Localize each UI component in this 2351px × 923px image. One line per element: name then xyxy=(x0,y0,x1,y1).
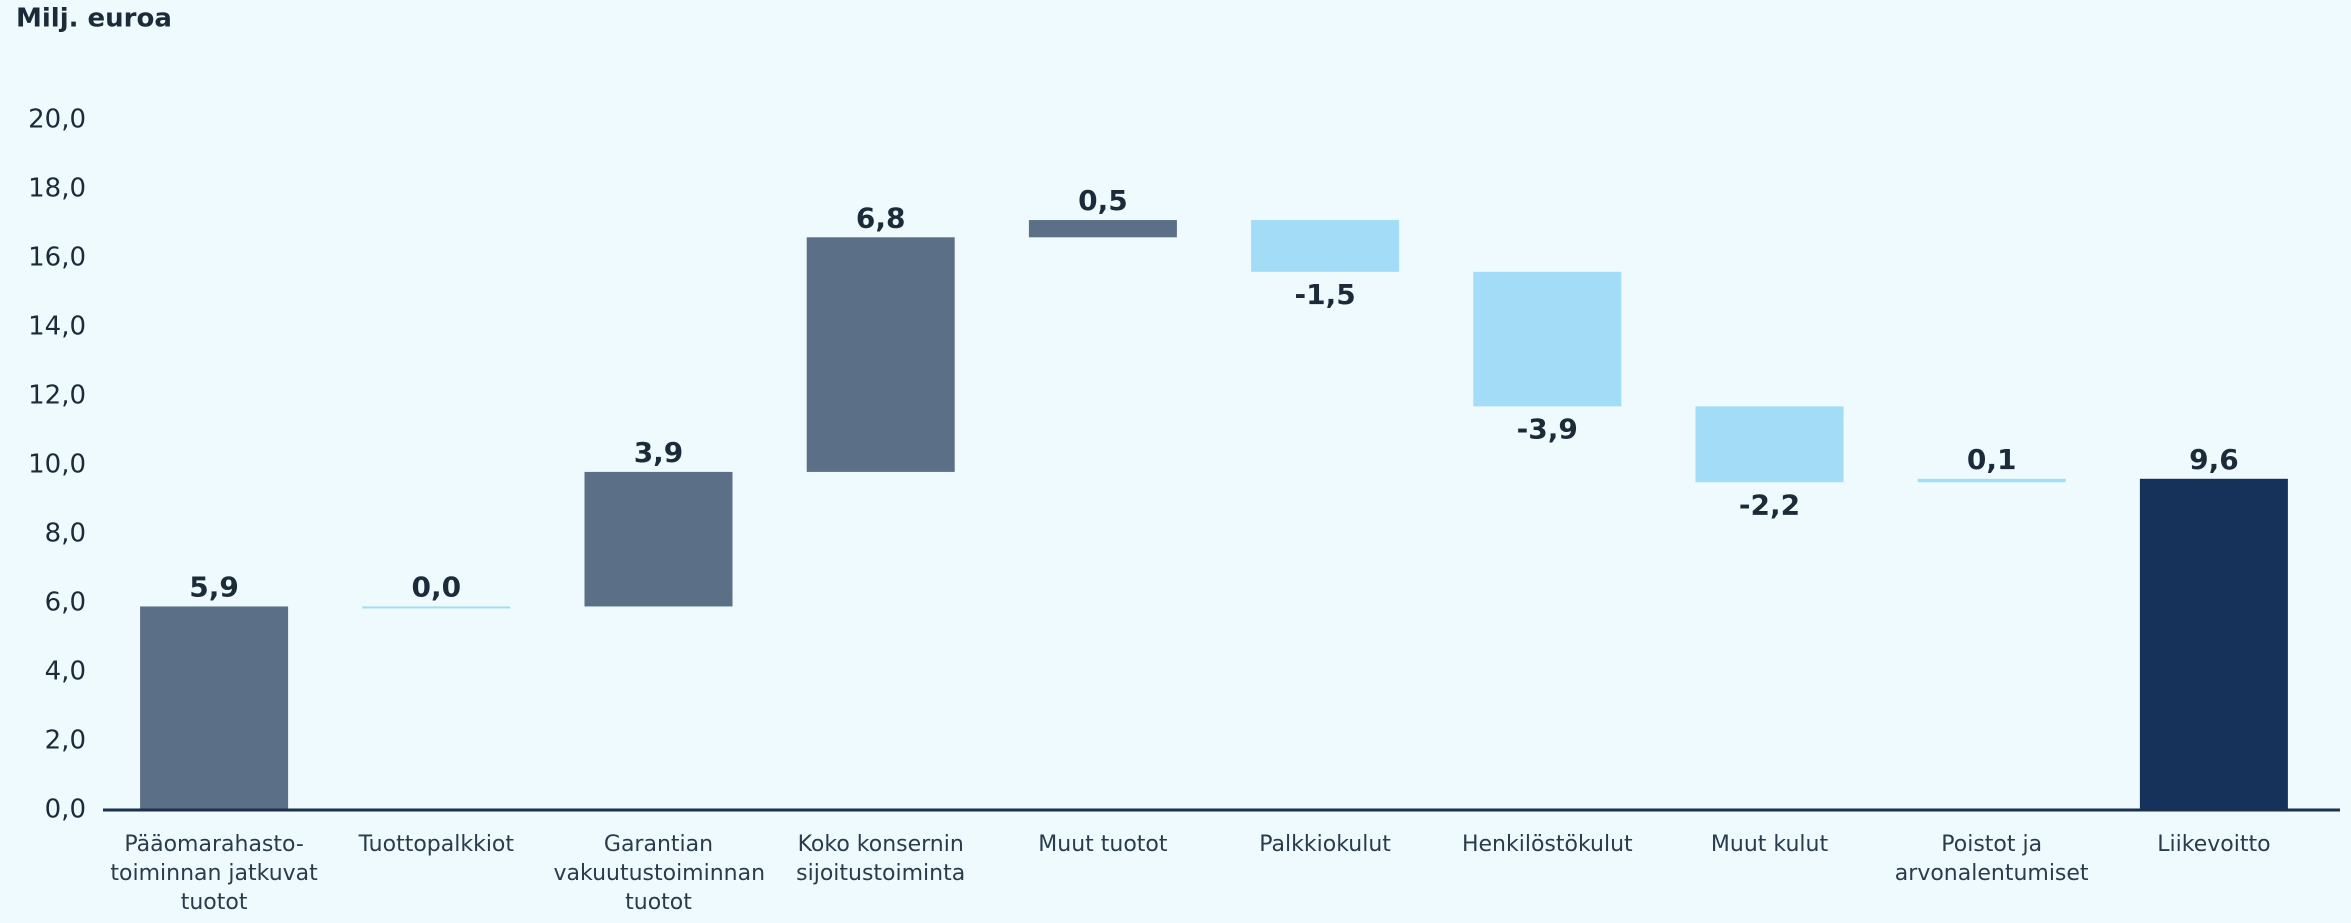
value-label: 0,0 xyxy=(411,570,461,603)
bar xyxy=(584,471,733,607)
bar xyxy=(362,606,511,609)
y-tick-label: 0,0 xyxy=(45,795,86,825)
x-tick-label: Koko konsernin sijoitustoiminta xyxy=(796,832,966,886)
value-label: 5,9 xyxy=(189,570,239,603)
y-tick-label: 18,0 xyxy=(28,174,86,204)
value-label: 0,1 xyxy=(1967,443,2017,476)
y-tick-label: 6,0 xyxy=(45,588,86,618)
value-label: 6,8 xyxy=(856,201,906,234)
y-tick-label: 10,0 xyxy=(28,450,86,480)
y-tick-label: 2,0 xyxy=(45,726,86,756)
bar xyxy=(2139,478,2288,810)
x-tick-label: Muut kulut xyxy=(1710,832,1829,857)
bar xyxy=(1251,220,1400,272)
y-axis-title: Milj. euroa xyxy=(16,4,172,34)
bar xyxy=(1917,478,2066,483)
bar xyxy=(140,606,289,810)
y-tick-label: 4,0 xyxy=(45,657,86,687)
value-label: -1,5 xyxy=(1294,278,1355,311)
x-tick-label: Garantian vakuutustoiminnan tuotot xyxy=(553,832,766,915)
x-tick-label: Pääomarahasto-toiminnan jatkuvat tuotot xyxy=(110,832,318,915)
x-tick-label: Henkilöstökulut xyxy=(1461,832,1633,857)
value-label: -3,9 xyxy=(1517,412,1578,445)
bar xyxy=(1473,271,1622,407)
y-tick-label: 14,0 xyxy=(28,312,86,342)
value-label: 0,5 xyxy=(1078,184,1128,217)
bar xyxy=(1695,406,1844,483)
bar xyxy=(1028,220,1177,238)
y-tick-label: 12,0 xyxy=(28,381,86,411)
bar xyxy=(806,237,955,472)
value-label: 3,9 xyxy=(634,436,684,469)
x-tick-label: Liikevoitto xyxy=(2157,832,2271,857)
x-tick-label: Muut tuotot xyxy=(1038,832,1168,857)
value-label: 9,6 xyxy=(2189,443,2239,476)
y-tick-label: 20,0 xyxy=(28,105,86,135)
x-tick-label: Tuottopalkkiot xyxy=(358,832,515,857)
y-tick-label: 16,0 xyxy=(28,243,86,273)
x-tick-label: Poistot ja arvonalentumiset xyxy=(1894,832,2089,886)
x-tick-label: Palkkiokulut xyxy=(1259,832,1391,857)
y-tick-label: 8,0 xyxy=(45,519,86,549)
value-label: -2,2 xyxy=(1739,488,1800,521)
